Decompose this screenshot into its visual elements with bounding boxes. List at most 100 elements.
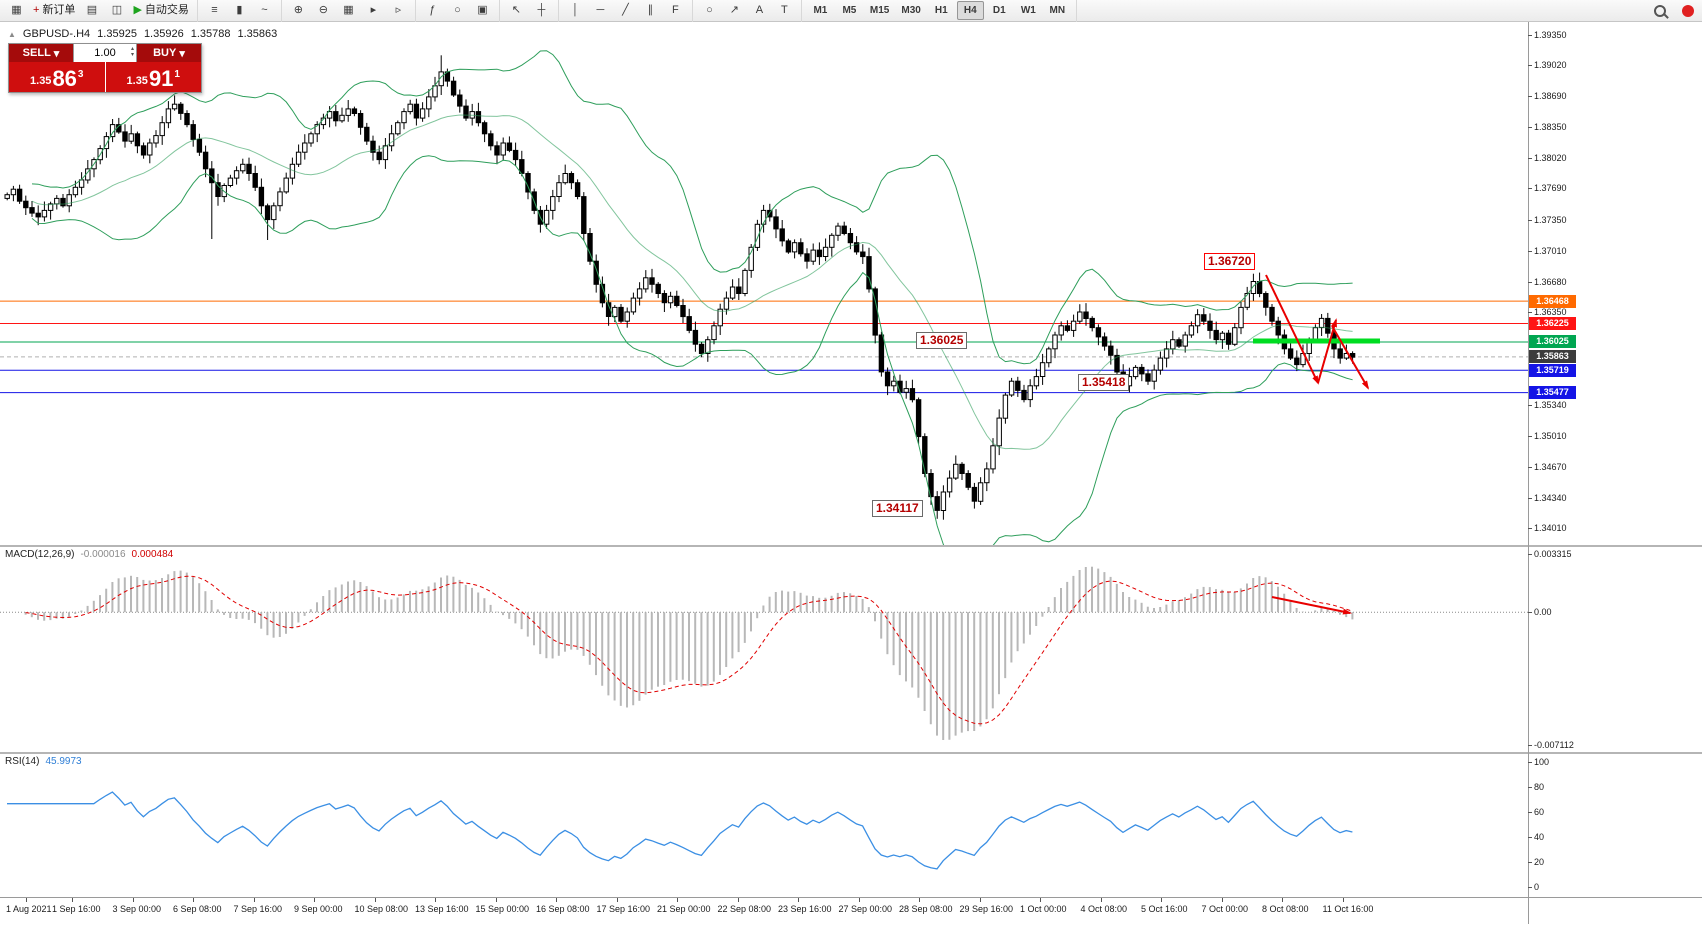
timeframe-mn[interactable]: MN <box>1049 5 1066 16</box>
time-axis-label: 6 Sep 08:00 <box>173 904 222 914</box>
chart-shift-button[interactable]: ▹ <box>387 1 410 20</box>
indicator-group: ƒ ○ ▣ <box>416 0 500 22</box>
annotation-price-label[interactable]: 1.34117 <box>872 500 923 517</box>
level-lines[interactable] <box>0 300 1528 394</box>
price-low: 1.35788 <box>190 28 231 40</box>
zoom-in-button[interactable]: ⊕ <box>287 1 310 20</box>
pane-separator[interactable] <box>0 545 1702 547</box>
timeframe-d1[interactable]: D1 <box>992 5 1006 16</box>
main-chart-pane[interactable]: ▲ GBPUSD-.H4 1.35925 1.35926 1.35788 1.3… <box>0 22 1702 545</box>
time-axis-tickmark <box>374 898 376 902</box>
timeframe-w1[interactable]: W1 <box>1020 5 1036 16</box>
tile-windows-button-icon: ▦ <box>343 4 354 16</box>
bar-chart-button[interactable]: ≡ <box>203 1 226 20</box>
time-axis-label: 1 Sep 16:00 <box>52 904 101 914</box>
annotation-price-label[interactable]: 1.36720 <box>1204 253 1256 270</box>
trend-arrows[interactable] <box>1265 274 1370 390</box>
time-axis-tickmark <box>979 898 981 902</box>
volume-input[interactable]: 1.00 ▴ ▾ <box>73 44 137 62</box>
horizontal-line-button-icon: ─ <box>596 4 605 16</box>
crosshair-button[interactable]: ┼ <box>530 1 553 20</box>
indicators-button-icon: ƒ <box>429 4 436 16</box>
pane-separator[interactable] <box>0 752 1702 754</box>
price-open: 1.35925 <box>97 28 137 40</box>
time-axis-tickmark <box>1221 898 1223 902</box>
file-group: ▦ + 新订单 ▤ ◫ ▶ 自动交易 <box>0 0 198 22</box>
macd-pane[interactable]: MACD(12,26,9) -0.000016 0.000484 <box>0 547 1702 752</box>
buy-price-prefix: 1.35 <box>126 75 148 87</box>
time-axis-label: 7 Sep 16:00 <box>233 904 283 914</box>
volume-spinner[interactable]: ▴ ▾ <box>131 46 134 58</box>
search-button[interactable] <box>1648 1 1671 20</box>
sell-button[interactable]: 1.35 86 3 <box>9 62 106 92</box>
periods-button[interactable]: ○ <box>446 1 469 20</box>
macd-trend-arrow[interactable] <box>1271 596 1352 615</box>
fibonacci-button-icon: F <box>672 4 679 16</box>
buy-price-point: 1 <box>174 69 180 80</box>
new-order-button-label: 新订单 <box>42 4 76 16</box>
macd-histogram <box>24 566 1354 740</box>
toolbar: ▦ + 新订单 ▤ ◫ ▶ 自动交易 ≡ ▮ ~ ⊕ ⊖ ▦ ▸ ▹ ƒ ○ ▣ ↖ ┼ │ ─ ╱ ∥ F ○ ↗ A T M1 M5 M1… <box>0 0 1702 22</box>
timeframe-m1[interactable]: M1 <box>813 5 828 16</box>
timeframe-h4[interactable]: H4 <box>956 1 984 20</box>
toolbar-right-group <box>1643 0 1702 22</box>
auto-trading-button[interactable]: ▶ 自动交易 <box>130 1 191 20</box>
time-axis-tickmark <box>1100 898 1102 902</box>
sell-dropdown-button[interactable]: SELL ▾ <box>9 44 73 62</box>
line-chart-button[interactable]: ~ <box>253 1 276 20</box>
indicators-button[interactable]: ƒ <box>421 1 444 20</box>
chart-window-button[interactable]: ▦ <box>5 1 28 20</box>
time-axis-label: 11 Oct 16:00 <box>1322 904 1374 914</box>
rsi-pane[interactable]: RSI(14) 45.9973 <box>0 754 1702 895</box>
time-axis-label: 3 Sep 00:00 <box>112 904 162 914</box>
shapes-button[interactable]: ○ <box>698 1 721 20</box>
time-axis-tickmark <box>858 898 860 902</box>
time-axis-label: 22 Sep 08:00 <box>717 904 772 914</box>
sell-price-prefix: 1.35 <box>30 75 52 87</box>
chart-profiles-button[interactable]: ▤ <box>80 1 103 20</box>
time-axis[interactable]: 1 Aug 2021 1 Sep 16:00 3 Sep 00:00 6 Sep 08… <box>0 897 1702 925</box>
text-label-button-icon: T <box>781 4 788 16</box>
horizontal-line-button[interactable]: ─ <box>589 1 612 20</box>
time-axis-label: 5 Oct 16:00 <box>1141 904 1188 914</box>
annotation-price-label[interactable]: 1.36025 <box>916 332 968 349</box>
notification-badge[interactable] <box>1682 4 1694 17</box>
buy-label: BUY <box>153 47 177 59</box>
timeframe-m15[interactable]: M15 <box>869 5 890 16</box>
timeframe-m5[interactable]: M5 <box>842 5 857 16</box>
trendline-button-icon: ╱ <box>622 4 629 16</box>
volume-down-icon[interactable]: ▾ <box>130 52 134 58</box>
equidistant-channel-button[interactable]: ∥ <box>639 1 662 20</box>
templates-button[interactable]: ▣ <box>471 1 494 20</box>
candlestick-chart-button[interactable]: ▮ <box>228 1 251 20</box>
time-axis-tickmark <box>72 898 73 902</box>
new-order-button[interactable]: + 新订单 <box>30 1 78 20</box>
rsi-label: RSI(14) 45.9973 <box>5 756 82 767</box>
annotation-price-label[interactable]: 1.35418 <box>1078 374 1130 391</box>
zoom-out-button[interactable]: ⊖ <box>312 1 335 20</box>
cursor-button[interactable]: ↖ <box>505 1 528 20</box>
buy-dropdown-button[interactable]: BUY ▾ <box>137 44 201 62</box>
rsi-line <box>7 791 1353 870</box>
volume-up-icon[interactable]: ▴ <box>130 46 134 52</box>
timeframe-m30[interactable]: M30 <box>901 5 921 16</box>
templates-button-icon: ▣ <box>477 4 488 16</box>
time-axis-tickmark <box>193 898 194 902</box>
auto-scroll-button[interactable]: ▸ <box>362 1 385 20</box>
text-label-button[interactable]: T <box>773 1 796 20</box>
timeframe-h1[interactable]: H1 <box>934 5 948 16</box>
trendline-button[interactable]: ╱ <box>614 1 637 20</box>
vertical-line-button[interactable]: │ <box>564 1 587 20</box>
time-axis-tickmark <box>132 898 134 902</box>
arrows-button[interactable]: ↗ <box>723 1 746 20</box>
buy-button[interactable]: 1.35 91 1 <box>105 62 201 92</box>
chart-shift-button-icon: ▹ <box>395 4 402 16</box>
arrows-button-icon: ↗ <box>729 4 740 16</box>
text-button[interactable]: A <box>748 1 771 20</box>
cursor-button-icon: ↖ <box>511 4 522 16</box>
fibonacci-button[interactable]: F <box>664 1 687 20</box>
tile-windows-button[interactable]: ▦ <box>337 1 360 20</box>
data-window-button[interactable]: ◫ <box>105 1 128 20</box>
chart-profiles-button-icon: ▤ <box>86 4 98 16</box>
price-high: 1.35926 <box>143 28 184 40</box>
